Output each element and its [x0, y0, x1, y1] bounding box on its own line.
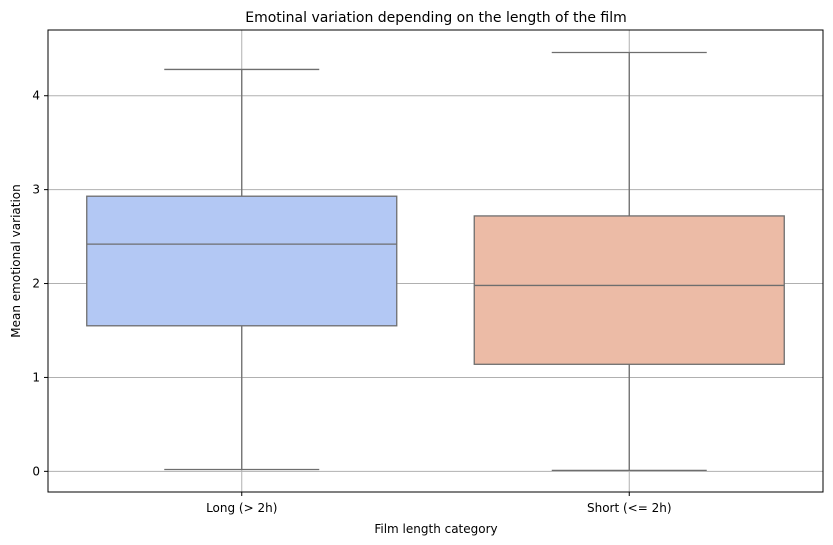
- x-axis-label: Film length category: [374, 522, 497, 536]
- y-tick-label: 0: [32, 464, 40, 478]
- iqr-box: [473, 215, 785, 365]
- y-tick-label: 4: [32, 89, 40, 103]
- iqr-box: [86, 195, 398, 327]
- y-axis-label: Mean emotional variation: [9, 184, 23, 337]
- y-tick-label: 2: [32, 277, 40, 291]
- box-1: [473, 51, 785, 472]
- box-0: [86, 68, 398, 471]
- x-tick-label: Short (<= 2h): [587, 501, 672, 515]
- boxes: [86, 51, 785, 472]
- chart-title: Emotinal variation depending on the leng…: [245, 10, 627, 26]
- y-tick-label: 1: [32, 370, 40, 384]
- x-tick-label: Long (> 2h): [206, 501, 277, 515]
- plot-frame: [47, 29, 824, 493]
- y-tick-label: 3: [32, 183, 40, 197]
- ticks: 0 1 2 3 4 Long (> 2h) Short (<= 2h): [32, 89, 671, 515]
